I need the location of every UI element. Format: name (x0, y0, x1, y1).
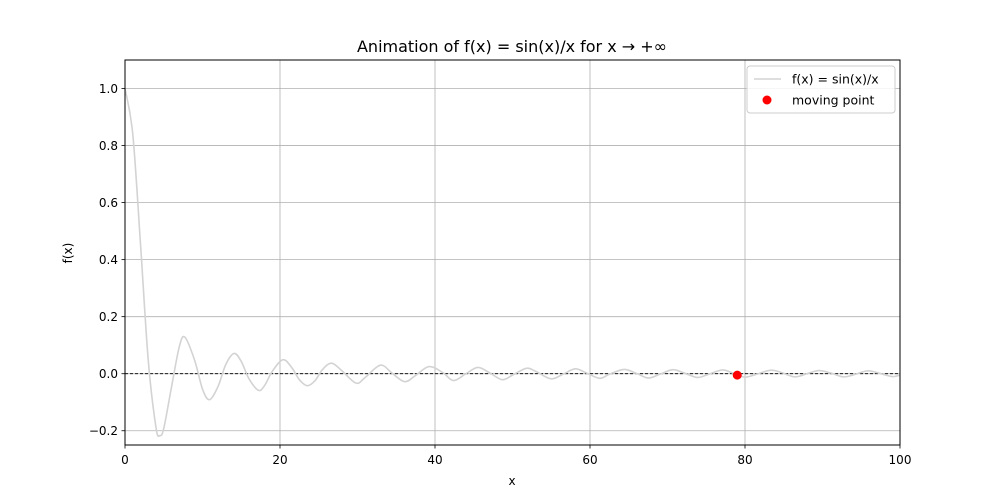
x-axis-label: x (508, 474, 515, 488)
y-axis-ticks: −0.2 0.0 0.2 0.4 0.6 0.8 1.0 (89, 82, 125, 438)
moving-point-marker (732, 370, 742, 380)
grid (124, 60, 901, 445)
legend-label-point: moving point (792, 93, 875, 108)
legend-label-curve: f(x) = sin(x)/x (792, 72, 879, 87)
y-tick-label: 0.8 (99, 139, 118, 153)
x-tick-label: 100 (889, 453, 912, 467)
y-tick-label: 1.0 (99, 82, 118, 96)
x-tick-label: 0 (121, 453, 129, 467)
legend-box (746, 65, 896, 114)
x-tick-label: 40 (427, 453, 442, 467)
y-axis-label: f(x) (61, 243, 75, 264)
plot-frame (124, 59, 901, 446)
y-tick-label: 0.2 (99, 310, 118, 324)
legend-point-swatch (762, 95, 772, 105)
chart-title: Animation of f(x) = sin(x)/x for x → +∞ (357, 37, 667, 56)
x-tick-label: 60 (582, 453, 597, 467)
x-tick-label: 20 (272, 453, 287, 467)
sinc-curve-line (124, 88, 901, 438)
x-tick-label: 80 (737, 453, 752, 467)
plot-area (125, 60, 900, 445)
y-tick-label: 0.0 (99, 367, 118, 381)
y-tick-label: 0.4 (99, 253, 118, 267)
series-group (124, 88, 901, 438)
y-tick-label: −0.2 (89, 424, 118, 438)
legend: f(x) = sin(x)/x moving point (746, 65, 896, 114)
y-tick-label: 0.6 (99, 196, 118, 210)
x-axis-ticks: 0 20 40 60 80 100 (121, 445, 911, 467)
